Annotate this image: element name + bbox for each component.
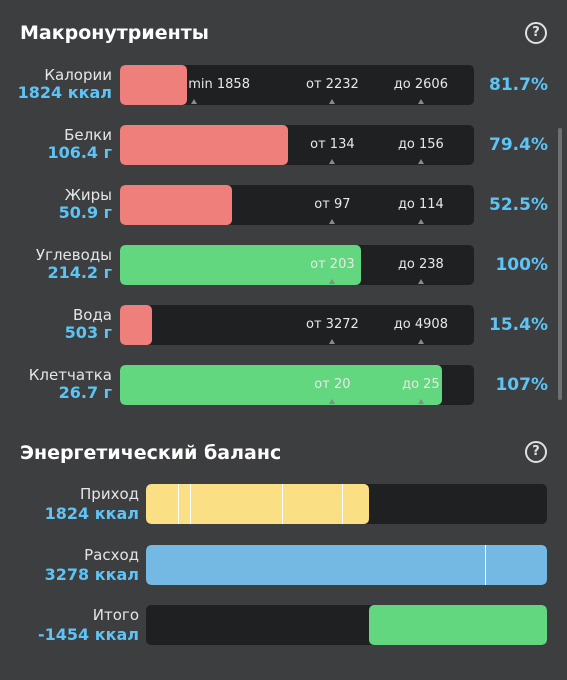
macro-target-tick <box>417 339 424 344</box>
macro-target-label: от 3272 <box>306 317 359 332</box>
macro-target-label: до 238 <box>397 257 444 272</box>
macro-name: Клетчатка <box>28 366 112 384</box>
macro-progress-bar: от 134 до 156 <box>120 125 474 165</box>
energy-help-icon[interactable]: ? <box>525 441 547 463</box>
macro-progress-fill <box>120 185 232 225</box>
macro-target-label: от 134 <box>310 137 355 152</box>
energy-row-label: Итого -1454 ккал <box>9 606 139 644</box>
macro-progress-bar: от 97 до 114 <box>120 185 474 225</box>
macro-target-label: от 2232 <box>306 77 359 92</box>
energy-value: 1824 ккал <box>44 504 139 523</box>
macro-target-label: до 114 <box>397 197 444 212</box>
macro-target-tick <box>329 99 336 104</box>
macro-value: 1824 ккал <box>17 83 112 102</box>
energy-bar-fill <box>368 605 547 645</box>
macro-target-label: до 4908 <box>393 317 448 332</box>
macro-progress-bar: от 3272 до 4908 <box>120 305 474 345</box>
macro-target-tick <box>329 159 336 164</box>
energy-value: 3278 ккал <box>44 565 139 584</box>
macro-row-label: Калории 1824 ккал <box>2 66 112 102</box>
energy-bar-fill <box>146 545 547 585</box>
macro-target-tick <box>417 99 424 104</box>
macro-row-label: Клетчатка 26.7 г <box>2 366 112 402</box>
macro-progress-fill <box>120 365 443 405</box>
energy-bar-divider <box>190 484 192 524</box>
macro-name: Белки <box>64 126 112 144</box>
macro-percent: 79.4% <box>489 135 548 155</box>
macro-value: 106.4 г <box>47 143 112 162</box>
macro-name: Углеводы <box>35 246 112 264</box>
macro-row-label: Углеводы 214.2 г <box>2 246 112 282</box>
macro-target-tick <box>417 219 424 224</box>
macro-percent: 100% <box>495 255 548 275</box>
macro-target-label: от 20 <box>314 377 351 392</box>
macro-name: Жиры <box>64 186 112 204</box>
macro-name: Вода <box>72 306 112 324</box>
macro-progress-bar: от 203 до 238 <box>120 245 474 285</box>
macro-progress-fill <box>120 125 289 165</box>
macro-value: 50.9 г <box>58 203 112 222</box>
macro-progress-fill <box>120 65 188 105</box>
energy-bar <box>146 484 547 524</box>
macro-target-label: до 156 <box>397 137 444 152</box>
energy-value: -1454 ккал <box>38 625 139 644</box>
macro-target-label: до 25 <box>402 377 440 392</box>
energy-bar-divider <box>484 545 486 585</box>
macro-target-label: от 203 <box>310 257 355 272</box>
energy-row-label: Приход 1824 ккал <box>9 485 139 523</box>
macro-target-tick <box>417 279 424 284</box>
macro-target-tick <box>329 339 336 344</box>
macro-percent: 52.5% <box>489 195 548 215</box>
macro-percent: 15.4% <box>489 315 548 335</box>
energy-bar <box>146 545 547 585</box>
macro-target-tick <box>417 399 424 404</box>
macro-target-label: до 2606 <box>393 77 448 92</box>
macro-target-tick <box>329 399 336 404</box>
macro-row-label: Вода 503 г <box>2 306 112 342</box>
macro-row-label: Жиры 50.9 г <box>2 186 112 222</box>
macro-progress-fill <box>120 245 361 285</box>
macro-value: 214.2 г <box>47 263 112 282</box>
energy-bar-fill <box>146 484 369 524</box>
macro-target-tick <box>329 279 336 284</box>
macro-progress-fill <box>120 305 152 345</box>
macro-target-tick <box>329 219 336 224</box>
macro-value: 26.7 г <box>58 383 112 402</box>
macro-target-tick <box>417 159 424 164</box>
energy-row-label: Расход 3278 ккал <box>9 546 139 584</box>
energy-bar <box>146 605 547 645</box>
energy-bar-divider <box>282 484 284 524</box>
macro-percent: 81.7% <box>489 75 548 95</box>
macro-progress-bar: min 1858 от 2232 до 2606 <box>120 65 474 105</box>
macro-name: Калории <box>44 66 112 84</box>
energy-name: Расход <box>84 546 139 564</box>
energy-bar-divider <box>342 484 344 524</box>
energy-bar-divider <box>178 484 180 524</box>
macro-progress-bar: от 20 до 25 <box>120 365 474 405</box>
energy-title: Энергетический баланс <box>20 442 282 464</box>
macro-row-label: Белки 106.4 г <box>2 126 112 162</box>
macros-title: Макронутриенты <box>20 22 209 44</box>
scrollbar[interactable] <box>558 128 562 400</box>
macro-target-label: от 97 <box>314 197 351 212</box>
energy-name: Итого <box>92 606 139 624</box>
macro-value: 503 г <box>64 323 112 342</box>
macro-target-tick <box>191 99 198 104</box>
macros-help-icon[interactable]: ? <box>525 22 547 44</box>
energy-name: Приход <box>80 485 139 503</box>
macro-target-label: min 1858 <box>188 77 250 92</box>
macro-percent: 107% <box>495 375 548 395</box>
